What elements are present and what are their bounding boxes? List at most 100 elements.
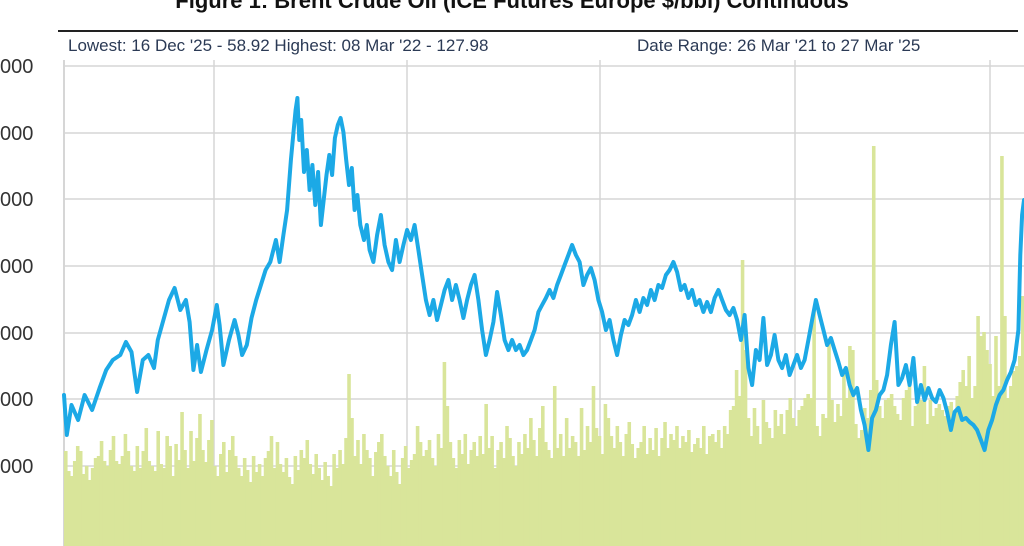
volume-bar [445, 406, 450, 546]
volume-bar [585, 426, 590, 546]
volume-bar [505, 426, 509, 546]
volume-bar [365, 450, 369, 546]
volume-bar [630, 444, 635, 546]
volume-bar [216, 476, 220, 546]
volume-bar [702, 426, 706, 546]
volume-bar [490, 436, 494, 546]
volume-bar [558, 434, 563, 546]
volume-bar [1018, 356, 1022, 546]
volume-bar [64, 451, 68, 546]
lowest-highest-text: Lowest: 16 Dec '25 - 58.92 Highest: 08 M… [68, 36, 489, 55]
volume-bar [648, 438, 652, 546]
volume-bar [436, 434, 441, 546]
volume-bar [287, 477, 292, 546]
volume-bar [767, 428, 772, 546]
volume-bar [239, 476, 244, 546]
volume-bar [567, 448, 572, 546]
volume-bar [383, 456, 387, 546]
volume-bar [806, 394, 810, 546]
volume-bar [347, 374, 351, 546]
volume-bars [64, 146, 1024, 546]
volume-bar [236, 468, 241, 546]
volume-bar [126, 451, 131, 546]
volume-bar [880, 418, 885, 546]
volume-bar [988, 364, 992, 546]
volume-bar [696, 438, 700, 546]
volume-bar [514, 466, 518, 546]
volume-bar [603, 404, 608, 546]
volume-bar [645, 454, 649, 546]
volume-bar [552, 386, 557, 546]
volume-bar [707, 436, 712, 546]
volume-bar [794, 426, 799, 546]
volume-bar [254, 472, 259, 546]
volume-bar [311, 474, 316, 546]
volume-bar [895, 414, 900, 546]
volume-bar [388, 476, 393, 546]
volume-bar [72, 461, 77, 546]
volume-bar [791, 418, 796, 546]
volume-bar [860, 430, 864, 546]
volume-bar [681, 436, 685, 546]
volume-bar [135, 446, 140, 546]
volume-bar [532, 440, 536, 546]
volume-bar [108, 450, 113, 546]
volume-bar [433, 466, 438, 546]
volume-bar [177, 460, 181, 546]
volume-bar [949, 402, 954, 546]
volume-bar [994, 336, 998, 546]
volume-bar [940, 410, 945, 546]
volume-bar [394, 472, 399, 546]
volume-bar [90, 468, 95, 546]
volume-bar [549, 458, 554, 546]
volume-bar [481, 454, 485, 546]
volume-bar [809, 398, 813, 546]
volume-bar [293, 456, 298, 546]
volume-bar [633, 458, 638, 546]
volume-bar [195, 438, 199, 546]
volume-bar [511, 456, 515, 546]
volume-bar [96, 456, 101, 546]
volume-bar [520, 454, 524, 546]
volume-bar [263, 458, 268, 546]
volume-bar [579, 408, 584, 546]
volume-bar [600, 454, 605, 546]
date-range-text: Date Range: 26 Mar '21 to 27 Mar '25 [637, 36, 921, 55]
volume-bar [863, 408, 867, 546]
volume-bar [183, 450, 187, 546]
volume-bar [615, 426, 620, 546]
volume-bar [541, 406, 545, 546]
volume-bar [725, 434, 730, 546]
volume-bar [251, 456, 256, 546]
volume-bar [1021, 296, 1024, 546]
volume-bar [651, 450, 655, 546]
volume-bar [657, 456, 661, 546]
volume-bar [260, 476, 265, 546]
volume-bar [913, 406, 918, 546]
volume-bar [466, 464, 471, 546]
volume-bar [296, 470, 301, 546]
volume-bar [430, 458, 435, 546]
volume-bar [555, 448, 560, 546]
volume-bar [222, 442, 226, 546]
volume-bar [281, 472, 286, 546]
volume-bar [961, 370, 965, 546]
volume-bar [257, 464, 262, 546]
volume-bar [186, 468, 190, 546]
volume-bar [475, 456, 480, 546]
volume-bar [722, 426, 727, 546]
volume-bar [827, 340, 831, 546]
y-tick-label: 000 [0, 456, 33, 478]
volume-bar [597, 436, 602, 546]
volume-bar [224, 472, 229, 546]
volume-bar [693, 444, 697, 546]
stats-bar: Lowest: 16 Dec '25 - 58.92 Highest: 08 M… [58, 30, 1018, 60]
volume-bar [415, 426, 420, 546]
volume-bar [570, 436, 575, 546]
volume-bar [1000, 156, 1004, 546]
volume-bar [529, 418, 533, 546]
volume-bar [910, 426, 915, 546]
volume-bar [460, 454, 465, 546]
volume-bar [192, 461, 196, 546]
volume-bar [371, 476, 375, 546]
